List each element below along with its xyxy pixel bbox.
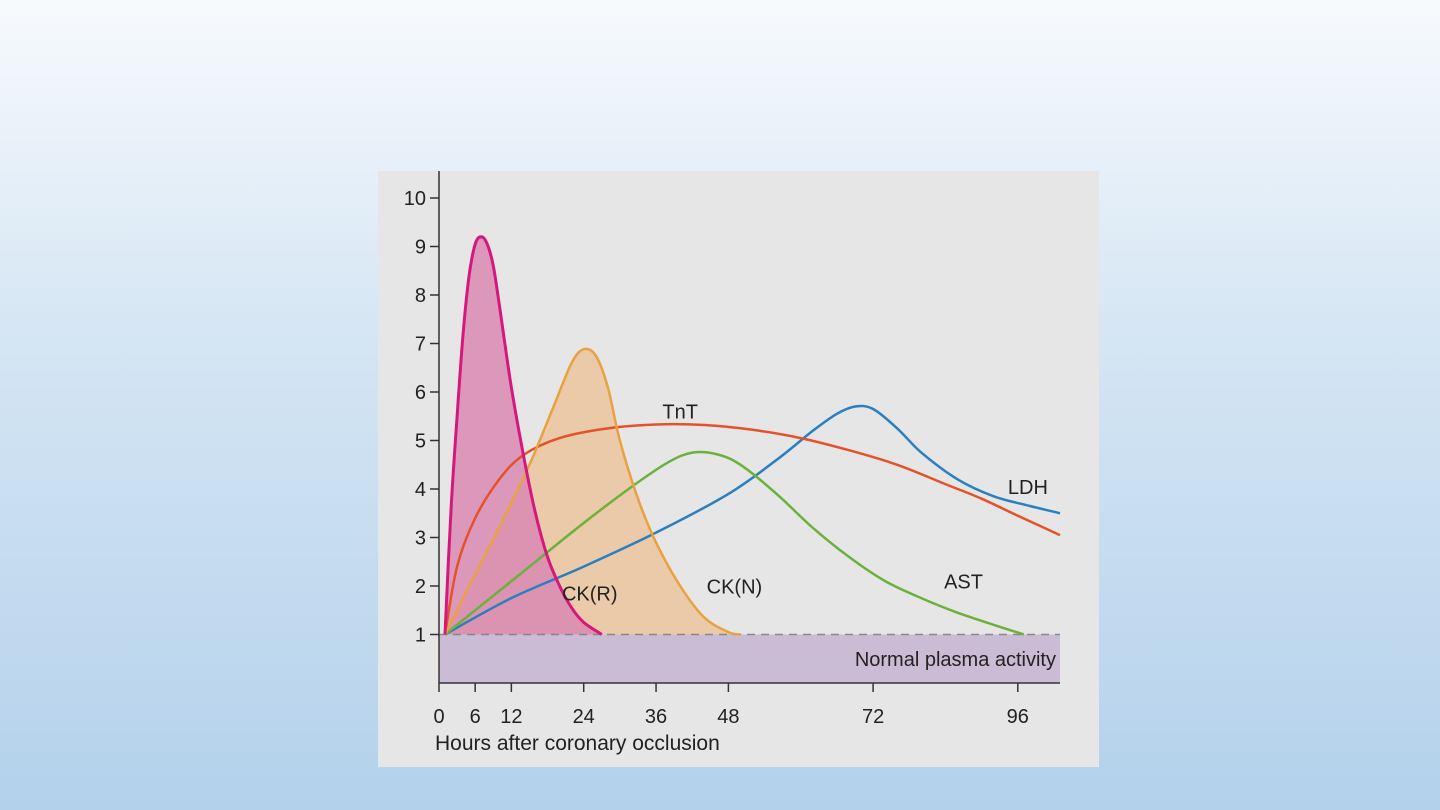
y-tick-label-2: 2 xyxy=(415,576,426,598)
y-tick-label-7: 7 xyxy=(415,334,426,356)
series-line-ldh xyxy=(444,404,1061,636)
y-tick-label-5: 5 xyxy=(415,431,426,453)
x-tick-label-48: 48 xyxy=(717,706,739,728)
x-tick-label-24: 24 xyxy=(573,706,595,728)
x-axis-title: Hours after coronary occlusion xyxy=(435,732,720,755)
series-line-ck-r xyxy=(443,235,603,636)
series-line-ast xyxy=(444,450,1025,636)
x-tick-label-12: 12 xyxy=(500,706,522,728)
normal-activity-band xyxy=(439,634,1060,683)
y-tick-label-8: 8 xyxy=(415,285,426,307)
series-label-ck-r: CK(R) xyxy=(562,584,618,606)
x-tick-label-6: 6 xyxy=(470,706,481,728)
series-label-tnt: TnT xyxy=(662,402,698,424)
chart-panel: 1 2 3 4 5 6 7 8 9 10 0 6 12 24 36 48 72 96 CK(R) CK(N) TnT A… xyxy=(378,171,1099,767)
series-label-ldh: LDH xyxy=(1008,477,1048,499)
series-line-tnt xyxy=(443,422,1061,635)
x-tick-label-36: 36 xyxy=(645,706,667,728)
series-label-ck-n: CK(N) xyxy=(707,576,763,598)
y-tick-label-3: 3 xyxy=(415,528,426,550)
series-label-ast: AST xyxy=(944,571,983,593)
y-tick-label-4: 4 xyxy=(415,479,426,501)
y-tick-label-9: 9 xyxy=(415,237,426,259)
x-tick-label-96: 96 xyxy=(1007,706,1029,728)
x-tick-label-72: 72 xyxy=(862,706,884,728)
y-tick-label-1: 1 xyxy=(415,625,426,647)
series-line-ck-n xyxy=(443,347,741,636)
y-tick-label-6: 6 xyxy=(415,382,426,404)
band-label: Normal plasma activity xyxy=(855,649,1056,671)
y-tick-label-10: 10 xyxy=(404,188,426,210)
x-tick-label-0: 0 xyxy=(433,706,444,728)
series-fill-ck-r xyxy=(445,236,602,635)
